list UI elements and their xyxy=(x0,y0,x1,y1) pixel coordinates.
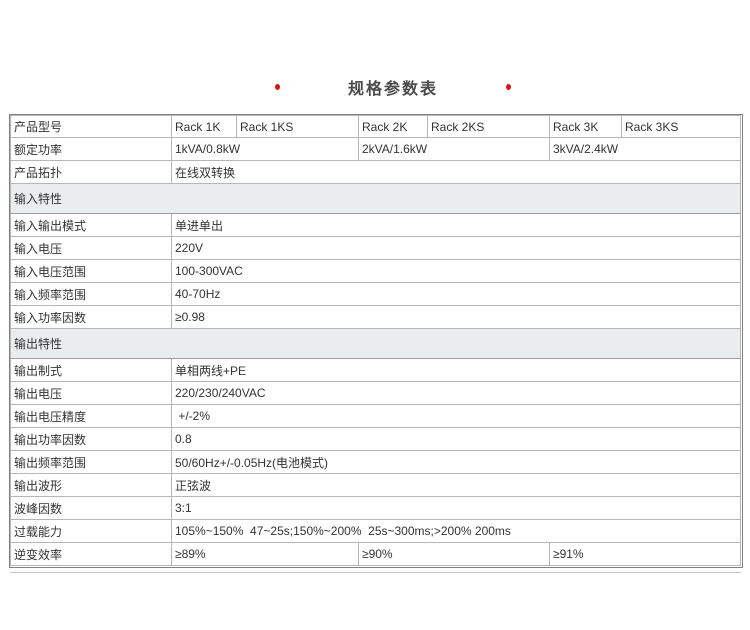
value-cell: 0.8 xyxy=(171,427,741,451)
value-cell: 正弦波 xyxy=(171,473,741,497)
table-row-header: 产品型号 Rack 1K Rack 1KS Rack 2K Rack 2KS R… xyxy=(10,115,741,138)
row-label: 逆变效率 xyxy=(10,542,172,566)
value-cell: 3kVA/2.4kW xyxy=(549,137,741,161)
row-label: 波峰因数 xyxy=(10,496,172,520)
section-label: 输出特性 xyxy=(10,328,741,359)
table-row: 逆变效率 ≥89% ≥90% ≥91% xyxy=(10,542,741,566)
table-section-row: 输入特性 xyxy=(10,183,741,214)
row-label: 产品型号 xyxy=(10,115,172,138)
row-label: 输出电压 xyxy=(10,381,172,405)
value-cell: 50/60Hz+/-0.05Hz(电池模式) xyxy=(171,450,741,474)
spec-table: 产品型号 Rack 1K Rack 1KS Rack 2K Rack 2KS R… xyxy=(10,115,741,566)
right-red-dot-icon xyxy=(506,84,511,90)
model-cell: Rack 3K xyxy=(549,115,622,138)
value-cell: 单进单出 xyxy=(171,213,741,237)
value-cell: ≥90% xyxy=(358,542,550,566)
table-row: 额定功率 1kVA/0.8kW 2kVA/1.6kW 3kVA/2.4kW xyxy=(10,137,741,161)
value-cell: 1kVA/0.8kW xyxy=(171,137,359,161)
model-cell: Rack 1KS xyxy=(236,115,359,138)
table-row: 输入电压范围 100-300VAC xyxy=(10,259,741,283)
value-cell: ≥91% xyxy=(549,542,741,566)
row-label: 输入功率因数 xyxy=(10,305,172,329)
page-title: 规格参数表 xyxy=(347,81,438,98)
row-label: 输入输出模式 xyxy=(10,213,172,237)
value-cell: 105%~150% 47~25s;150%~200% 25s~300ms;>20… xyxy=(171,519,741,543)
row-label: 输出制式 xyxy=(10,358,172,382)
table-row: 过载能力 105%~150% 47~25s;150%~200% 25s~300m… xyxy=(10,519,741,543)
value-cell: ≥0.98 xyxy=(171,305,741,329)
table-row: 产品拓扑 在线双转换 xyxy=(10,160,741,184)
model-cell: Rack 2K xyxy=(358,115,428,138)
row-label: 输入电压范围 xyxy=(10,259,172,283)
row-label: 过载能力 xyxy=(10,519,172,543)
model-cell: Rack 2KS xyxy=(427,115,550,138)
value-cell: +/-2% xyxy=(171,404,741,428)
value-cell: 在线双转换 xyxy=(171,160,741,184)
row-label: 输出功率因数 xyxy=(10,427,172,451)
table-row: 输出频率范围 50/60Hz+/-0.05Hz(电池模式) xyxy=(10,450,741,474)
table-row: 输出制式 单相两线+PE xyxy=(10,358,741,382)
row-label: 额定功率 xyxy=(10,137,172,161)
model-cell: Rack 1K xyxy=(171,115,237,138)
value-cell: 220/230/240VAC xyxy=(171,381,741,405)
table-row: 输出电压 220/230/240VAC xyxy=(10,381,741,405)
row-label: 产品拓扑 xyxy=(10,160,172,184)
value-cell: 100-300VAC xyxy=(171,259,741,283)
value-cell: 40-70Hz xyxy=(171,282,741,306)
row-label: 输出波形 xyxy=(10,473,172,497)
row-label: 输出电压精度 xyxy=(10,404,172,428)
value-cell: 3:1 xyxy=(171,496,741,520)
value-cell: 单相两线+PE xyxy=(171,358,741,382)
left-red-dot-icon xyxy=(274,84,280,90)
model-cell: Rack 3KS xyxy=(621,115,741,138)
bottom-divider xyxy=(10,572,741,573)
value-cell: ≥89% xyxy=(171,542,359,566)
table-row: 输入频率范围 40-70Hz xyxy=(10,282,741,306)
table-row: 输出电压精度 +/-2% xyxy=(10,404,741,428)
table-row: 输入功率因数 ≥0.98 xyxy=(10,305,741,329)
table-section-row: 输出特性 xyxy=(10,328,741,359)
table-row: 输出波形 正弦波 xyxy=(10,473,741,497)
row-label: 输出频率范围 xyxy=(10,450,172,474)
table-row: 波峰因数 3:1 xyxy=(10,496,741,520)
row-label: 输入频率范围 xyxy=(10,282,172,306)
section-label: 输入特性 xyxy=(10,183,741,214)
table-row: 输入输出模式 单进单出 xyxy=(10,213,741,237)
value-cell: 2kVA/1.6kW xyxy=(358,137,550,161)
value-cell: 220V xyxy=(171,236,741,260)
row-label: 输入电压 xyxy=(10,236,172,260)
page-header: 规格参数表 xyxy=(18,76,750,98)
table-row: 输出功率因数 0.8 xyxy=(10,427,741,451)
table-row: 输入电压 220V xyxy=(10,236,741,260)
